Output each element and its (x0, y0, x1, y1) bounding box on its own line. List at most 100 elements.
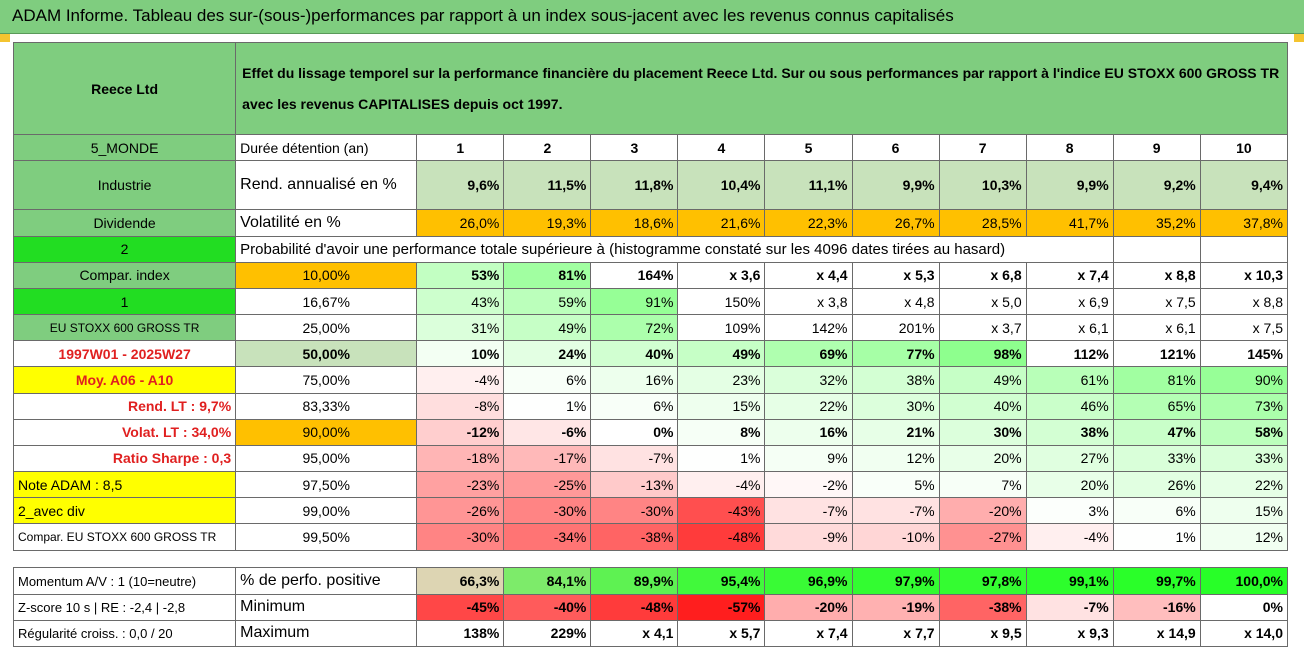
pct-value-cell: 30% (938, 418, 1027, 446)
volat-3: 18,6% (590, 209, 679, 237)
rend-6: 9,9% (851, 160, 940, 211)
rend-5: 11,1% (764, 160, 853, 211)
footer-value-cell: 89,9% (590, 567, 679, 595)
pct-value-cell: 20% (1025, 471, 1114, 499)
footer-label-cell: % de perfo. positive (235, 567, 418, 595)
pct-value-cell: 26% (1112, 471, 1201, 499)
duree-3: 3 (590, 134, 679, 162)
pct-value-cell: 9% (764, 444, 853, 473)
footer-value-cell: 0% (1199, 593, 1289, 621)
corner-mark-left (0, 34, 10, 42)
duree-8: 8 (1025, 134, 1114, 162)
pct-value-cell: 150% (677, 287, 766, 316)
duree-4: 4 (677, 134, 766, 162)
pct-value-cell: 40% (590, 340, 679, 368)
volat-lt-cell: Volat. LT : 34,0% (12, 418, 237, 446)
pct-row: Ratio Sharpe : 0,3 95,00% -18% -17% -7% 1% 9% 1… (12, 444, 1289, 473)
pct-value-cell: 112% (1025, 340, 1114, 368)
pct-value-cell: 22% (764, 392, 853, 420)
pct-value-cell: 65% (1112, 392, 1201, 420)
rend-7: 10,3% (938, 160, 1027, 211)
region-cell: 5_MONDE (12, 134, 237, 162)
footer-row: Régularité croiss. : 0,0 / 20 Maximum 138%… (12, 619, 1289, 648)
row-label-rend: Rend. annualisé en % (235, 160, 418, 211)
pct-value-cell: -25% (503, 471, 592, 499)
percentile-cell: 25,00% (235, 314, 418, 342)
footer-value-cell: x 14,9 (1112, 619, 1201, 648)
empty-cell (1112, 235, 1201, 263)
compar-full-cell: Compar. EU STOXX 600 GROSS TR (12, 523, 237, 551)
pct-value-cell: 91% (590, 287, 679, 316)
pct-value-cell: x 5,0 (938, 287, 1027, 316)
pct-value-cell: x 7,5 (1199, 314, 1289, 342)
duree-10: 10 (1199, 134, 1289, 162)
rend-lt-cell: Rend. LT : 9,7% (12, 392, 237, 420)
pct-value-cell: 3% (1025, 497, 1114, 525)
footer-value-cell: x 14,0 (1199, 619, 1289, 648)
footer-value-cell: x 7,7 (851, 619, 940, 648)
footer-value-cell: 97,9% (851, 567, 940, 595)
sector-cell: Industrie (12, 160, 237, 211)
pct-value-cell: x 3,7 (938, 314, 1027, 342)
pct-value-cell: 15% (677, 392, 766, 420)
footer-value-cell: -45% (416, 593, 505, 621)
rend-2: 11,5% (503, 160, 592, 211)
percentile-cell: 99,00% (235, 497, 418, 525)
pct-value-cell: 24% (503, 340, 592, 368)
pct-value-cell: 6% (590, 392, 679, 420)
pct-value-cell: -17% (503, 444, 592, 473)
pct-row: Compar. EU STOXX 600 GROSS TR 99,50% -30% -… (12, 523, 1289, 551)
pct-value-cell: -30% (503, 497, 592, 525)
percentile-cell: 95,00% (235, 444, 418, 473)
pct-value-cell: 20% (938, 444, 1027, 473)
duree-1: 1 (416, 134, 505, 162)
pct-value-cell: 33% (1199, 444, 1289, 473)
volat-1: 26,0% (416, 209, 505, 237)
pct-value-cell: 22% (1199, 471, 1289, 499)
pct-row: EU STOXX 600 GROSS TR 25,00% 31% 49% 72% 109%… (12, 314, 1289, 342)
pct-value-cell: 38% (851, 366, 940, 394)
pct-value-cell: 1% (677, 444, 766, 473)
footer-value-cell: -20% (764, 593, 853, 621)
pct-row: 2_avec div 99,00% -26% -30% -30% -43% -7% -7% -2… (12, 497, 1289, 525)
pct-value-cell: x 8,8 (1112, 261, 1201, 289)
pct-value-cell: 30% (851, 392, 940, 420)
pct-value-cell: 47% (1112, 418, 1201, 446)
spacer-row (13, 549, 1288, 569)
footer-value-cell: x 7,4 (764, 619, 853, 648)
pct-value-cell: -27% (938, 523, 1027, 551)
percentile-cell: 97,50% (235, 471, 418, 499)
pct-value-cell: 10% (416, 340, 505, 368)
duree-9: 9 (1112, 134, 1201, 162)
footer-stat-cell: Momentum A/V : 1 (10=neutre) (12, 567, 237, 595)
pct-value-cell: 0% (590, 418, 679, 446)
pct-value-cell: 49% (677, 340, 766, 368)
duree-2: 2 (503, 134, 592, 162)
pct-value-cell: -43% (677, 497, 766, 525)
footer-value-cell: 66,3% (416, 567, 505, 595)
corner-mark-right (1294, 34, 1304, 42)
footer-row: Momentum A/V : 1 (10=neutre)% de perfo. … (12, 567, 1289, 595)
pct-value-cell: 7% (938, 471, 1027, 499)
pct-value-cell: 23% (677, 366, 766, 394)
percentile-cell: 90,00% (235, 418, 418, 446)
footer-value-cell: -48% (590, 593, 679, 621)
pct-value-cell: -9% (764, 523, 853, 551)
rend-3: 11,8% (590, 160, 679, 211)
pct-row: Volat. LT : 34,0% 90,00% -12% -6% 0% 8% 16% 21%… (12, 418, 1289, 446)
pct-value-cell: 90% (1199, 366, 1289, 394)
footer-value-cell: 100,0% (1199, 567, 1289, 595)
volat-4: 21,6% (677, 209, 766, 237)
pct-value-cell: 32% (764, 366, 853, 394)
footer-value-cell: 229% (503, 619, 592, 648)
volat-10: 37,8% (1199, 209, 1289, 237)
volat-7: 28,5% (938, 209, 1027, 237)
pct-value-cell: 98% (938, 340, 1027, 368)
footer-value-cell: x 9,3 (1025, 619, 1114, 648)
pct-value-cell: -18% (416, 444, 505, 473)
rend-1: 9,6% (416, 160, 505, 211)
pct-value-cell: 46% (1025, 392, 1114, 420)
company-name: Reece Ltd (12, 41, 237, 136)
volat-8: 41,7% (1025, 209, 1114, 237)
period-cell: 1997W01 - 2025W27 (12, 340, 237, 368)
